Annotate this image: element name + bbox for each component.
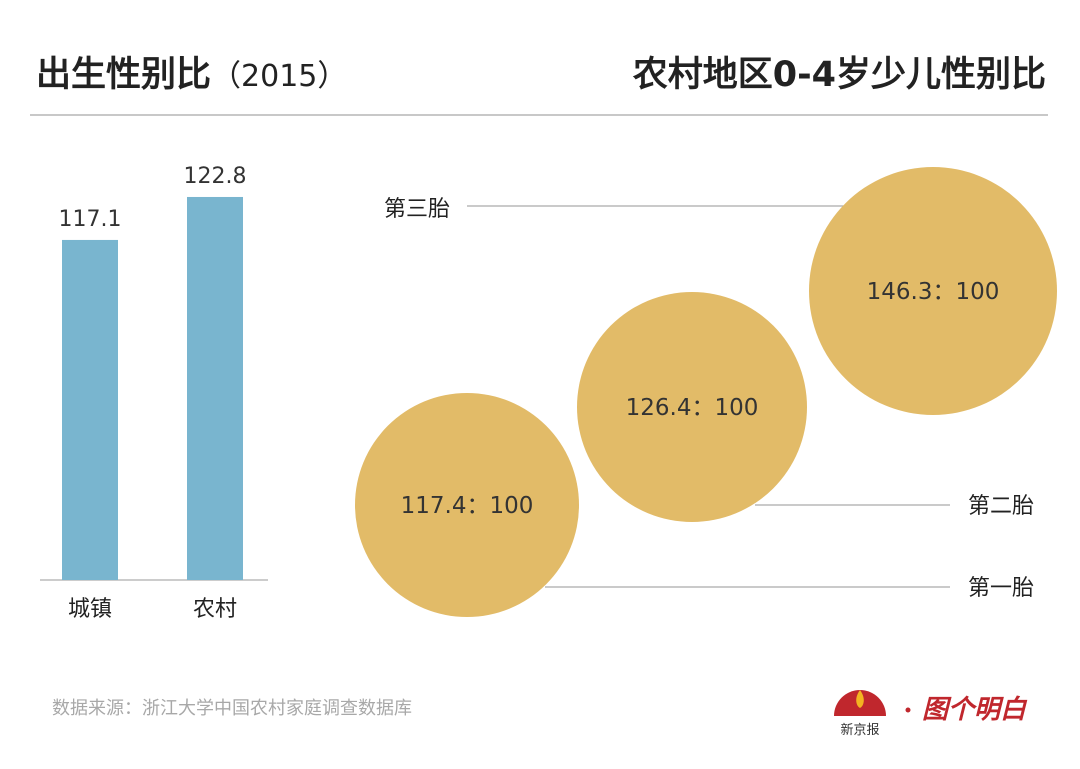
flame-icon	[856, 690, 864, 708]
divider	[30, 114, 1048, 116]
bar-1	[187, 196, 243, 580]
logo-column-name: 图个明白	[922, 695, 1028, 725]
logo-paper-name: 新京报	[840, 722, 879, 738]
logo-dot	[905, 707, 911, 713]
left-title-text: 出生性别比	[36, 55, 212, 95]
logo: 新京报 图个明白	[830, 680, 1060, 744]
bar-category-label: 农村	[193, 597, 237, 622]
left-title: 出生性别比（2015）	[36, 46, 347, 97]
left-title-year: （2015）	[211, 59, 348, 94]
bubble-category-label: 第三胎	[384, 197, 450, 222]
source-note: 数据来源：浙江大学中国农村家庭调查数据库	[52, 698, 412, 719]
bubble-value-label: 117.4：100	[401, 493, 534, 519]
bubble-value-label: 126.4：100	[626, 395, 759, 421]
bubble-0	[355, 393, 579, 617]
bar-value-label: 117.1	[59, 207, 122, 232]
bar-category-label: 城镇	[68, 597, 112, 622]
bubble-2	[809, 167, 1057, 415]
bubble-1	[577, 292, 807, 522]
right-title: 农村地区0-4岁少儿性别比	[632, 55, 1046, 95]
bar-0	[62, 239, 118, 581]
logo-graphic: 新京报 图个明白	[834, 690, 1028, 738]
bubble-category-label: 第一胎	[968, 576, 1034, 601]
bubble-category-label: 第二胎	[968, 494, 1034, 519]
bubble-value-label: 146.3：100	[867, 279, 1000, 305]
bar-value-label: 122.8	[184, 164, 247, 189]
